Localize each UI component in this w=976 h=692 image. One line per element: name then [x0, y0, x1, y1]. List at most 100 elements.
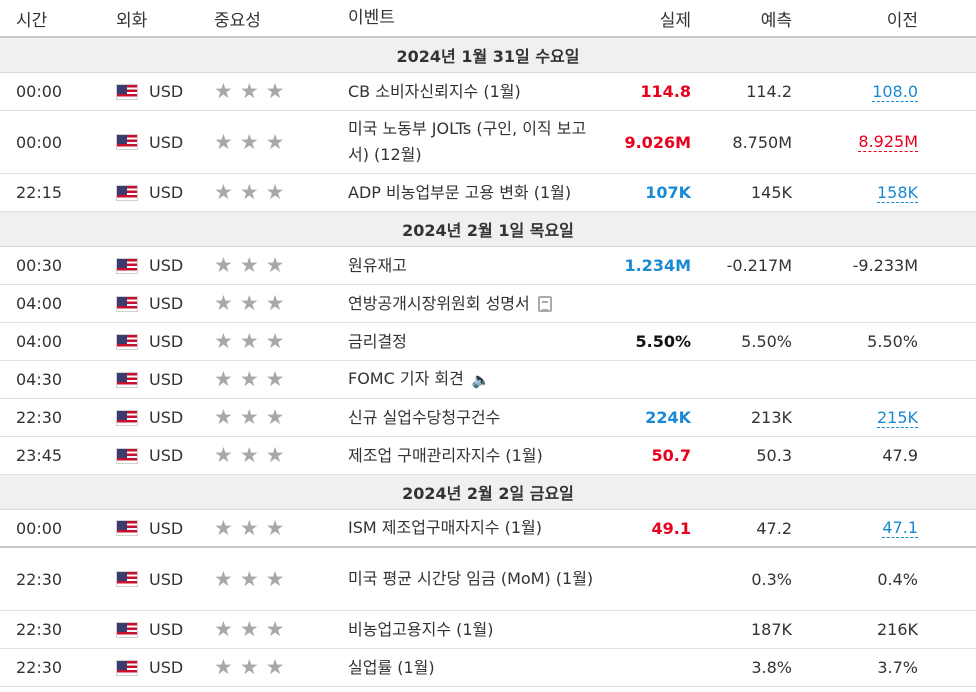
actual-value: 1.234M: [624, 256, 691, 275]
table-row[interactable]: 04:30 USD ★ ★ ★ FOMC 기자 회견 🔈: [0, 361, 976, 399]
importance-stars: ★ ★ ★: [214, 369, 291, 390]
us-flag-icon: [116, 295, 138, 312]
event-name[interactable]: 신규 실업수당청구건수: [348, 407, 501, 427]
table-row[interactable]: 00:00 USD ★ ★ ★ ISM 제조업구매자지수 (1월) 49.1 47.…: [0, 510, 976, 548]
event-name[interactable]: 실업률 (1월): [348, 657, 435, 677]
actual-value: 49.1: [651, 518, 691, 538]
forecast-value: 114.2: [746, 82, 792, 101]
currency-cell: USD: [116, 620, 183, 639]
header-previous[interactable]: 이전: [886, 10, 918, 31]
currency-code: USD: [149, 408, 184, 427]
event-name[interactable]: 금리결정: [348, 331, 407, 351]
table-row[interactable]: 00:30 USD ★ ★ ★ 원유재고 1.234M -0.217M -9.233…: [0, 247, 976, 285]
star-icon: ★: [265, 515, 285, 540]
importance-stars: ★ ★ ★: [214, 566, 291, 591]
currency-code: USD: [149, 294, 184, 313]
event-name[interactable]: 연방공개시장위원회 성명서: [348, 293, 530, 313]
table-row[interactable]: 22:30 USD ★ ★ ★ 신규 실업수당청구건수 224K 213K 215K: [0, 399, 976, 437]
previous-value: 5.50%: [867, 332, 918, 351]
table-row[interactable]: 04:00 USD ★ ★ ★ 연방공개시장위원회 성명서: [0, 285, 976, 323]
forecast-value: 47.2: [756, 518, 792, 538]
currency-cell: USD: [116, 332, 183, 351]
importance-stars: ★ ★ ★: [214, 657, 291, 678]
forecast-value: 145K: [750, 183, 792, 202]
table-row[interactable]: 22:30 USD ★ ★ ★ 미국 평균 시간당 임금 (MoM) (1월) 0.…: [0, 548, 976, 611]
event-name[interactable]: ISM 제조업구매자지수 (1월): [348, 518, 542, 537]
event-time: 22:30: [16, 620, 63, 639]
previous-value: 3.7%: [877, 658, 918, 677]
star-icon: ★: [265, 253, 285, 277]
previous-value[interactable]: 215K: [876, 407, 918, 428]
header-event[interactable]: 이벤트: [348, 8, 395, 28]
star-icon: ★: [239, 566, 259, 591]
day-header: 2024년 2월 1일 목요일: [0, 212, 976, 247]
currency-cell: USD: [116, 133, 183, 152]
importance-stars: ★ ★ ★: [214, 445, 291, 466]
star-icon: ★: [214, 79, 233, 103]
table-row[interactable]: 04:00 USD ★ ★ ★ 금리결정 5.50% 5.50% 5.50%: [0, 323, 976, 361]
forecast-value: 0.3%: [751, 569, 792, 589]
event-time: 22:30: [16, 569, 63, 589]
table-row[interactable]: 00:00 USD ★ ★ ★ CB 소비자신뢰지수 (1월) 114.8 114.…: [0, 73, 976, 111]
header-importance[interactable]: 중요성: [214, 10, 261, 31]
forecast-value: 8.750M: [732, 132, 792, 152]
star-icon: ★: [265, 443, 285, 467]
star-icon: ★: [214, 655, 233, 679]
currency-code: USD: [149, 370, 184, 389]
table-row[interactable]: 00:00 USD ★ ★ ★ 미국 노동부 JOLTs (구인, 이직 보고서) …: [0, 111, 976, 174]
us-flag-icon: [116, 83, 138, 100]
previous-value: -9.233M: [852, 256, 918, 275]
previous-value: 0.4%: [877, 569, 918, 589]
event-name[interactable]: CB 소비자신뢰지수 (1월): [348, 81, 521, 101]
forecast-value: 50.3: [756, 446, 792, 465]
currency-code: USD: [149, 658, 184, 677]
actual-value: 114.8: [640, 82, 691, 101]
event-time: 04:00: [16, 332, 63, 351]
event-name[interactable]: FOMC 기자 회견: [348, 369, 464, 389]
star-icon: ★: [214, 515, 233, 540]
actual-value: 9.026M: [624, 132, 691, 152]
event-time: 00:00: [16, 82, 63, 101]
star-icon: ★: [239, 443, 259, 467]
us-flag-icon: [116, 447, 138, 464]
speaker-icon[interactable]: 🔈: [471, 370, 491, 389]
star-icon: ★: [265, 329, 285, 353]
event-name[interactable]: 미국 노동부 JOLTs (구인, 이직 보고서) (12월): [348, 119, 587, 164]
event-name[interactable]: 미국 평균 시간당 임금 (MoM) (1월): [348, 569, 594, 588]
star-icon: ★: [265, 566, 285, 591]
importance-stars: ★ ★ ★: [214, 619, 291, 640]
previous-value[interactable]: 47.1: [882, 518, 918, 538]
currency-cell: USD: [116, 294, 183, 313]
table-row[interactable]: 23:45 USD ★ ★ ★ 제조업 구매관리자지수 (1월) 50.7 50.3…: [0, 437, 976, 475]
table-row[interactable]: 22:15 USD ★ ★ ★ ADP 비농업부문 고용 변화 (1월) 107K …: [0, 174, 976, 212]
star-icon: ★: [239, 617, 259, 641]
actual-value: 50.7: [651, 446, 691, 465]
star-icon: ★: [239, 79, 259, 103]
header-currency[interactable]: 외화: [116, 10, 148, 31]
event-time: 00:30: [16, 256, 63, 275]
previous-value[interactable]: 158K: [876, 182, 918, 203]
header-forecast[interactable]: 예측: [760, 10, 792, 31]
header-time[interactable]: 시간: [16, 10, 48, 31]
event-name[interactable]: 제조업 구매관리자지수 (1월): [348, 445, 543, 465]
us-flag-icon: [116, 184, 138, 201]
document-icon[interactable]: [537, 296, 552, 312]
event-time: 04:00: [16, 294, 63, 313]
header-actual[interactable]: 실제: [659, 10, 691, 31]
currency-cell: USD: [116, 82, 183, 101]
event-name[interactable]: ADP 비농업부문 고용 변화 (1월): [348, 182, 572, 202]
event-name[interactable]: 비농업고용지수 (1월): [348, 619, 494, 639]
previous-value: 216K: [876, 620, 918, 639]
forecast-value: 3.8%: [751, 658, 792, 677]
event-time: 22:15: [16, 183, 63, 202]
event-name[interactable]: 원유재고: [348, 255, 407, 275]
table-row[interactable]: 22:30 USD ★ ★ ★ 실업률 (1월) 3.8% 3.7%: [0, 649, 976, 687]
forecast-value: -0.217M: [726, 256, 792, 275]
previous-value[interactable]: 108.0: [872, 81, 918, 102]
table-row[interactable]: 22:30 USD ★ ★ ★ 비농업고용지수 (1월) 187K 216K: [0, 611, 976, 649]
currency-code: USD: [149, 569, 184, 589]
us-flag-icon: [116, 621, 138, 638]
star-icon: ★: [239, 253, 259, 277]
previous-value[interactable]: 8.925M: [858, 132, 918, 152]
